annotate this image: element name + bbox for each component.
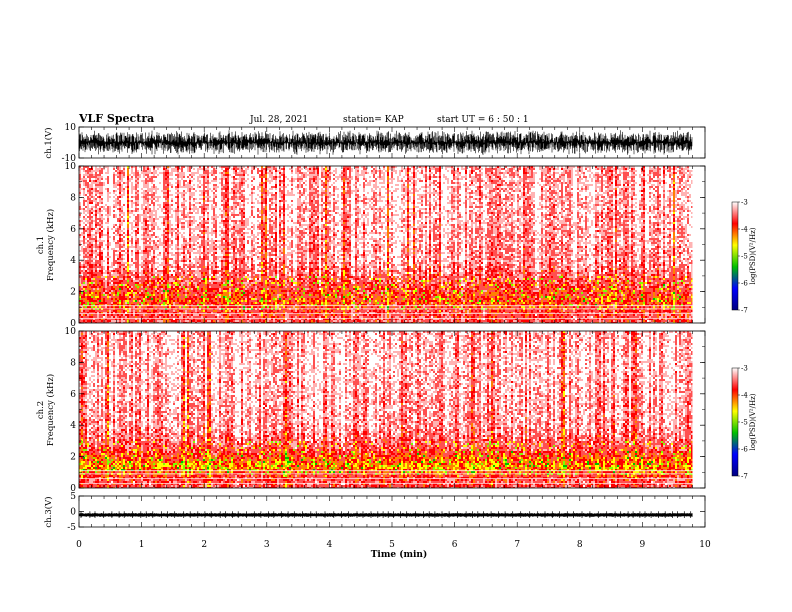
ch1-spectrogram-panel: 0 2 4 6 8 10 (65, 162, 706, 329)
ch2-spectrogram-ytick-label: 4 (70, 421, 76, 431)
ch1-spectrogram-ytick-label: 6 (70, 225, 76, 235)
x-tick-label: 0 (76, 540, 82, 550)
ch2-spec-ylabel: ch.2 Frequency (kHz) (36, 374, 56, 446)
ch2-colorbar-tick-label: -5 (741, 419, 748, 427)
ch2-spectrogram-ytick-label: 2 (70, 453, 76, 463)
x-axis-label: Time (min) (371, 549, 428, 560)
ch1-waveform-ytick-label: -10 (62, 154, 77, 164)
ch1-waveform-ytick-label: 10 (65, 123, 77, 133)
figure-title: VLF Spectra (78, 112, 154, 125)
ch2-spec-ylabel-line2: Frequency (kHz) (45, 374, 56, 446)
ch3-waveform-panel: 5 0 -5 (67, 492, 706, 533)
ch2-spectrogram-ytick-label: 6 (70, 390, 76, 400)
ch1-spectrogram-ytick-label: 2 (70, 288, 76, 298)
ch3-ylabel: ch.3(V) (43, 496, 54, 527)
ch1-spectrogram-cells-ffb3b3 (79, 166, 693, 323)
x-tick-label: 2 (201, 540, 207, 550)
x-tick-label: 6 (452, 540, 458, 550)
ch1-colorbar-bar (731, 201, 739, 311)
start-time-label: start UT = 6 : 50 : 1 (437, 115, 529, 125)
ch1-colorbar-tick-label: -4 (741, 226, 748, 234)
ch2-spectrogram-ytick-label: 0 (70, 484, 76, 494)
ch2-spectrogram-cells (79, 331, 693, 488)
ch2-colorbar-tick-label: -6 (741, 446, 748, 454)
x-tick-label: 1 (139, 540, 145, 550)
ch1-colorbar-tick-label: -3 (741, 199, 748, 207)
ch1-colorbar: -3 -4 -5 -6 -7 log(PSD)(V²/Hz) (731, 199, 757, 315)
ch1-spectrogram-cells-ff0000 (79, 166, 693, 323)
ch1-spec-ylabel-line2: Frequency (kHz) (45, 209, 56, 281)
ch1-waveform-line (78, 130, 693, 155)
station-label: station= KAP (343, 115, 404, 125)
ch2-spectrogram-cells-ff8000 (79, 331, 693, 488)
ch2-spectrogram-panel: 0 2 4 6 8 10 (65, 327, 706, 494)
ch2-colorbar: -3 -4 -5 -6 -7 log(PSD)(V²/Hz) (731, 365, 757, 481)
ch1-colorbar-tick-label: -6 (741, 280, 748, 288)
ch1-spectrogram-ytick-label: 0 (70, 319, 76, 329)
ch1-spectrogram-cells-ff5050 (79, 166, 693, 323)
ch1-colorbar-tick-label: -7 (741, 307, 748, 315)
ch1-waveform-panel: 10 -10 (62, 123, 706, 164)
ch1-spec-ylabel-line1: ch.1 (36, 236, 46, 254)
x-tick-label: 7 (514, 540, 520, 550)
ch1-spectrogram-cells-ffff00 (79, 166, 693, 323)
ch1-spec-ylabel: ch.1 Frequency (kHz) (36, 209, 56, 281)
ch1-spectrogram-ytick-label: 8 (70, 193, 76, 203)
ch1-spectrogram-cells-80ff00 (79, 276, 683, 310)
ch1-spectrogram-ytick-label: 10 (65, 162, 77, 172)
ch2-colorbar-label: log(PSD)(V²/Hz) (749, 393, 757, 450)
x-tick-label: 10 (699, 540, 711, 550)
ch1-spectrogram-ytick-label: 4 (70, 256, 76, 266)
ch3-waveform-ytick-label: 0 (70, 508, 76, 518)
x-tick-label: 9 (640, 540, 646, 550)
ch2-colorbar-bar (731, 367, 739, 477)
ch2-spectrogram-ytick-label: 8 (70, 358, 76, 368)
ch2-spectrogram-cells-ff0000 (79, 331, 693, 488)
ch2-spec-ylabel-line1: ch.2 (36, 401, 46, 419)
ch2-spectrogram-ytick-label: 10 (65, 327, 77, 337)
ch1-spectrogram-cells (79, 166, 693, 323)
x-tick-label: 8 (577, 540, 583, 550)
ch2-spectrogram-cells-ffb3b3 (79, 331, 693, 488)
x-tick-label: 5 (389, 540, 395, 550)
ch1-colorbar-label: log(PSD)(V²/Hz) (749, 227, 757, 284)
ch1-ylabel: ch.1(V) (43, 127, 54, 158)
ch3-waveform-line (78, 511, 693, 518)
ch2-colorbar-tick-label: -7 (741, 473, 748, 481)
time-axis: 0 1 2 3 4 5 6 7 8 9 10 (76, 540, 711, 550)
ch1-colorbar-tick-label: -5 (741, 253, 748, 261)
x-tick-label: 3 (264, 540, 270, 550)
ch3-waveform-ytick-label: -5 (67, 523, 76, 533)
ch2-spectrogram-cells-ff5050 (79, 331, 693, 488)
ch2-colorbar-tick-label: -4 (741, 392, 748, 400)
date-label: Jul. 28, 2021 (249, 115, 308, 125)
x-tick-label: 4 (327, 540, 333, 550)
ch2-colorbar-tick-label: -3 (741, 365, 748, 373)
ch3-waveform-ytick-label: 5 (70, 492, 76, 502)
